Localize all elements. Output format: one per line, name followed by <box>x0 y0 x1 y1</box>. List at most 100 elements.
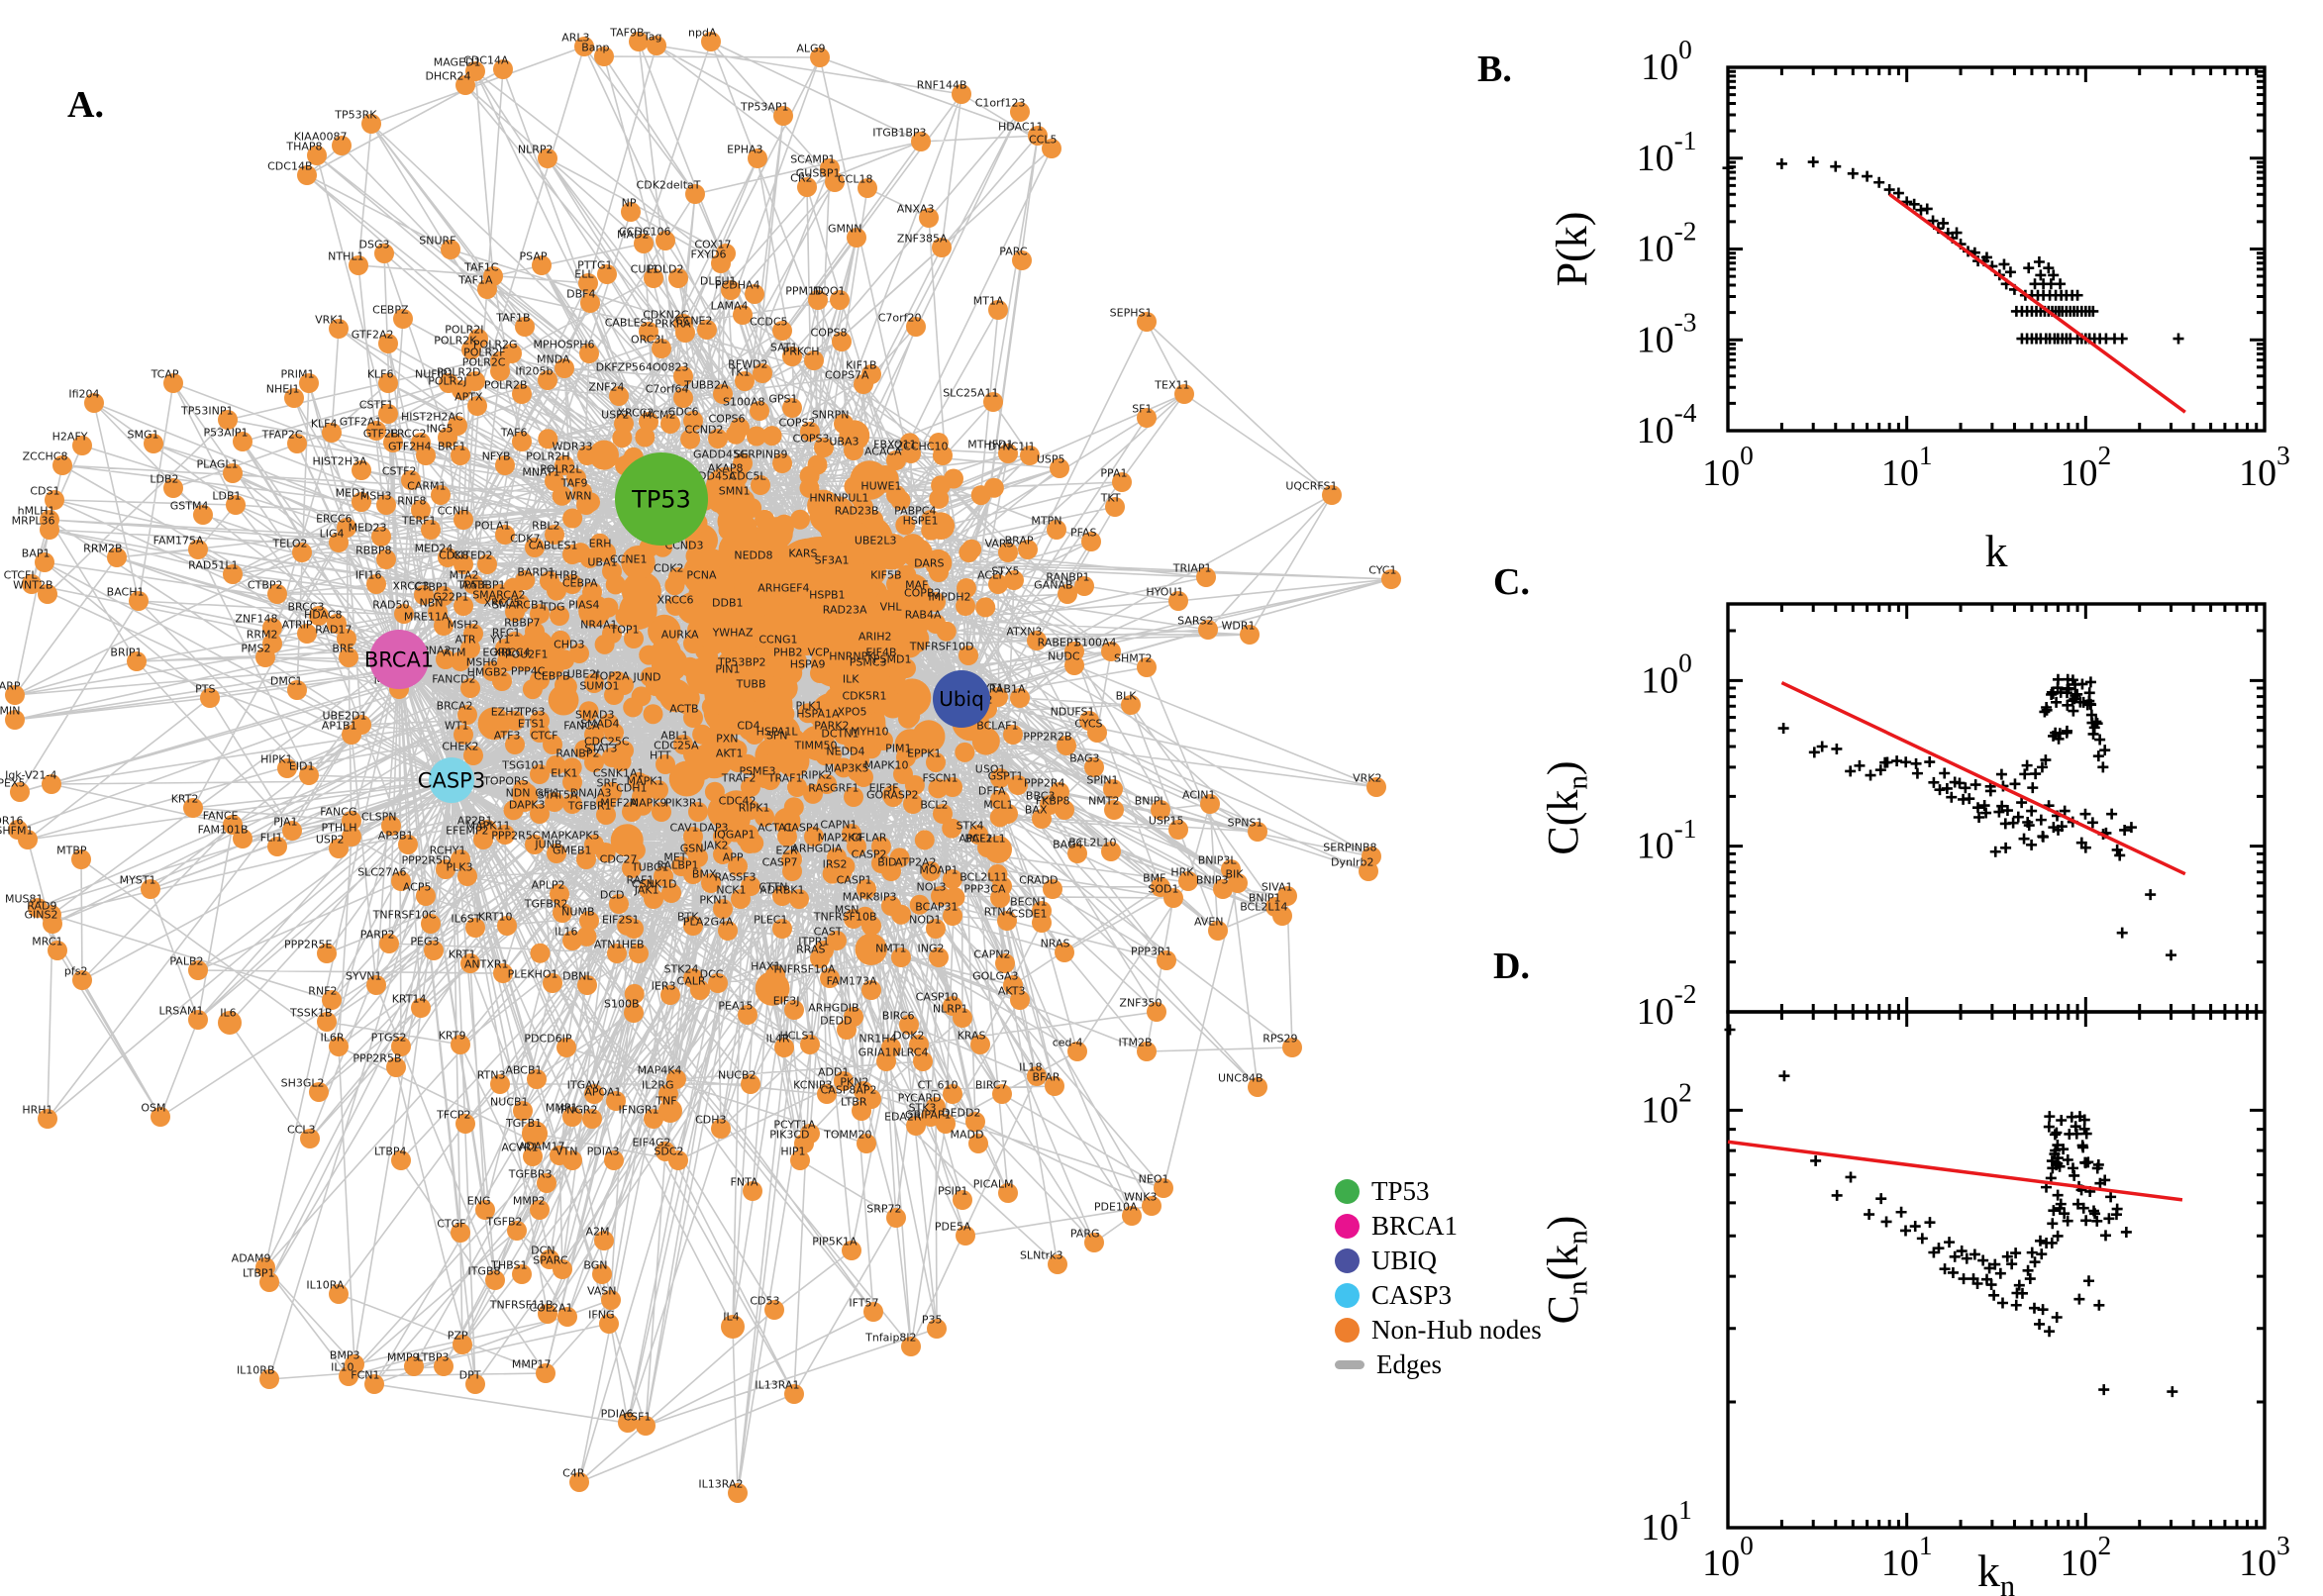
network-node <box>772 735 792 754</box>
network-node <box>942 818 962 839</box>
network-node <box>794 587 814 607</box>
network-node <box>624 983 645 1004</box>
network-node <box>983 392 1003 412</box>
network-node <box>806 741 827 761</box>
panel-label-a: A. <box>67 84 104 126</box>
network-node <box>532 255 552 275</box>
network-node <box>988 300 1008 320</box>
network-node <box>844 441 863 460</box>
network-node <box>533 653 553 673</box>
legend-label: BRCA1 <box>1371 1211 1459 1241</box>
network-node <box>683 708 703 728</box>
network-node <box>332 136 352 155</box>
network-node <box>639 412 658 432</box>
network-node <box>844 678 863 698</box>
network-node <box>299 373 319 393</box>
network-node <box>562 545 582 564</box>
network-node <box>467 396 487 416</box>
network-node <box>703 635 724 655</box>
network-node <box>562 574 582 594</box>
network-node <box>551 630 571 650</box>
network-node <box>647 36 666 55</box>
network-node <box>886 450 906 470</box>
network-node <box>643 704 663 725</box>
network-node <box>852 711 871 731</box>
network-node <box>505 735 525 754</box>
network-node <box>787 651 807 671</box>
network-node <box>455 75 475 95</box>
svg-text:10-2: 10-2 <box>1637 979 1697 1033</box>
svg-text:103: 103 <box>2239 1531 2290 1584</box>
legend-item-casp3: CASP3 <box>1335 1278 1542 1313</box>
network-node <box>555 675 574 695</box>
network-node <box>706 725 727 746</box>
network-node <box>648 622 668 643</box>
svg-text:101: 101 <box>1881 1531 1933 1584</box>
network-node <box>701 32 721 51</box>
network-node <box>668 567 688 587</box>
network-node <box>576 495 596 515</box>
network-node <box>683 634 703 653</box>
network-node <box>495 525 515 545</box>
legend-edge-swatch <box>1335 1360 1364 1369</box>
network-node <box>664 651 685 672</box>
network-node <box>772 321 792 341</box>
network-node <box>374 244 394 263</box>
network-node <box>495 455 515 475</box>
panel-label-c: C. <box>1493 561 1530 603</box>
network-node <box>1137 312 1157 332</box>
network-node <box>728 602 748 622</box>
network-node <box>773 514 794 535</box>
network-node <box>683 411 703 431</box>
network-node <box>863 510 883 530</box>
network-node <box>808 290 828 310</box>
network-node <box>876 636 896 655</box>
network-node <box>530 723 550 743</box>
network-node <box>721 475 741 495</box>
svg-text:102: 102 <box>2060 1531 2111 1584</box>
network-node <box>602 624 622 644</box>
network-node <box>711 253 731 273</box>
network-node <box>441 240 460 259</box>
network-node <box>926 592 946 612</box>
network-node <box>919 208 939 228</box>
network-nodes <box>5 32 1401 1503</box>
network-node <box>909 894 930 915</box>
network-node <box>732 708 753 729</box>
network-node <box>505 711 525 731</box>
network-node <box>695 604 725 633</box>
network-node <box>753 363 772 383</box>
network-node <box>604 685 624 705</box>
network-node <box>483 266 503 286</box>
network-node <box>912 729 933 749</box>
network-node <box>685 184 705 204</box>
network-node <box>579 344 599 363</box>
panel-label-d: D. <box>1493 946 1530 987</box>
network-node <box>721 280 741 300</box>
network-node <box>713 384 733 404</box>
network-node <box>284 388 304 408</box>
network-node <box>552 485 572 506</box>
legend-item-ubiq: UBIQ <box>1335 1244 1542 1278</box>
network-node <box>634 234 654 253</box>
network-node <box>621 202 641 222</box>
svg-text:102: 102 <box>1641 1077 1692 1131</box>
network-node <box>914 830 935 850</box>
network-node <box>886 574 906 594</box>
network-node <box>697 320 717 340</box>
network-node <box>929 562 949 582</box>
network-node <box>906 317 926 337</box>
network-node <box>597 264 617 284</box>
network-node <box>361 114 381 134</box>
network-node <box>748 149 767 168</box>
legend-item-brca1: BRCA1 <box>1335 1209 1542 1244</box>
network-node <box>609 386 629 406</box>
network-node <box>1174 384 1194 404</box>
legend-item-non-hub-nodes: Non-Hub nodes <box>1335 1313 1542 1347</box>
plot-ticklabels: 100 10-1 10-2 <box>1637 648 1697 1033</box>
legend-dot <box>1335 1214 1360 1239</box>
network-node <box>733 305 753 325</box>
network-node <box>561 757 582 778</box>
